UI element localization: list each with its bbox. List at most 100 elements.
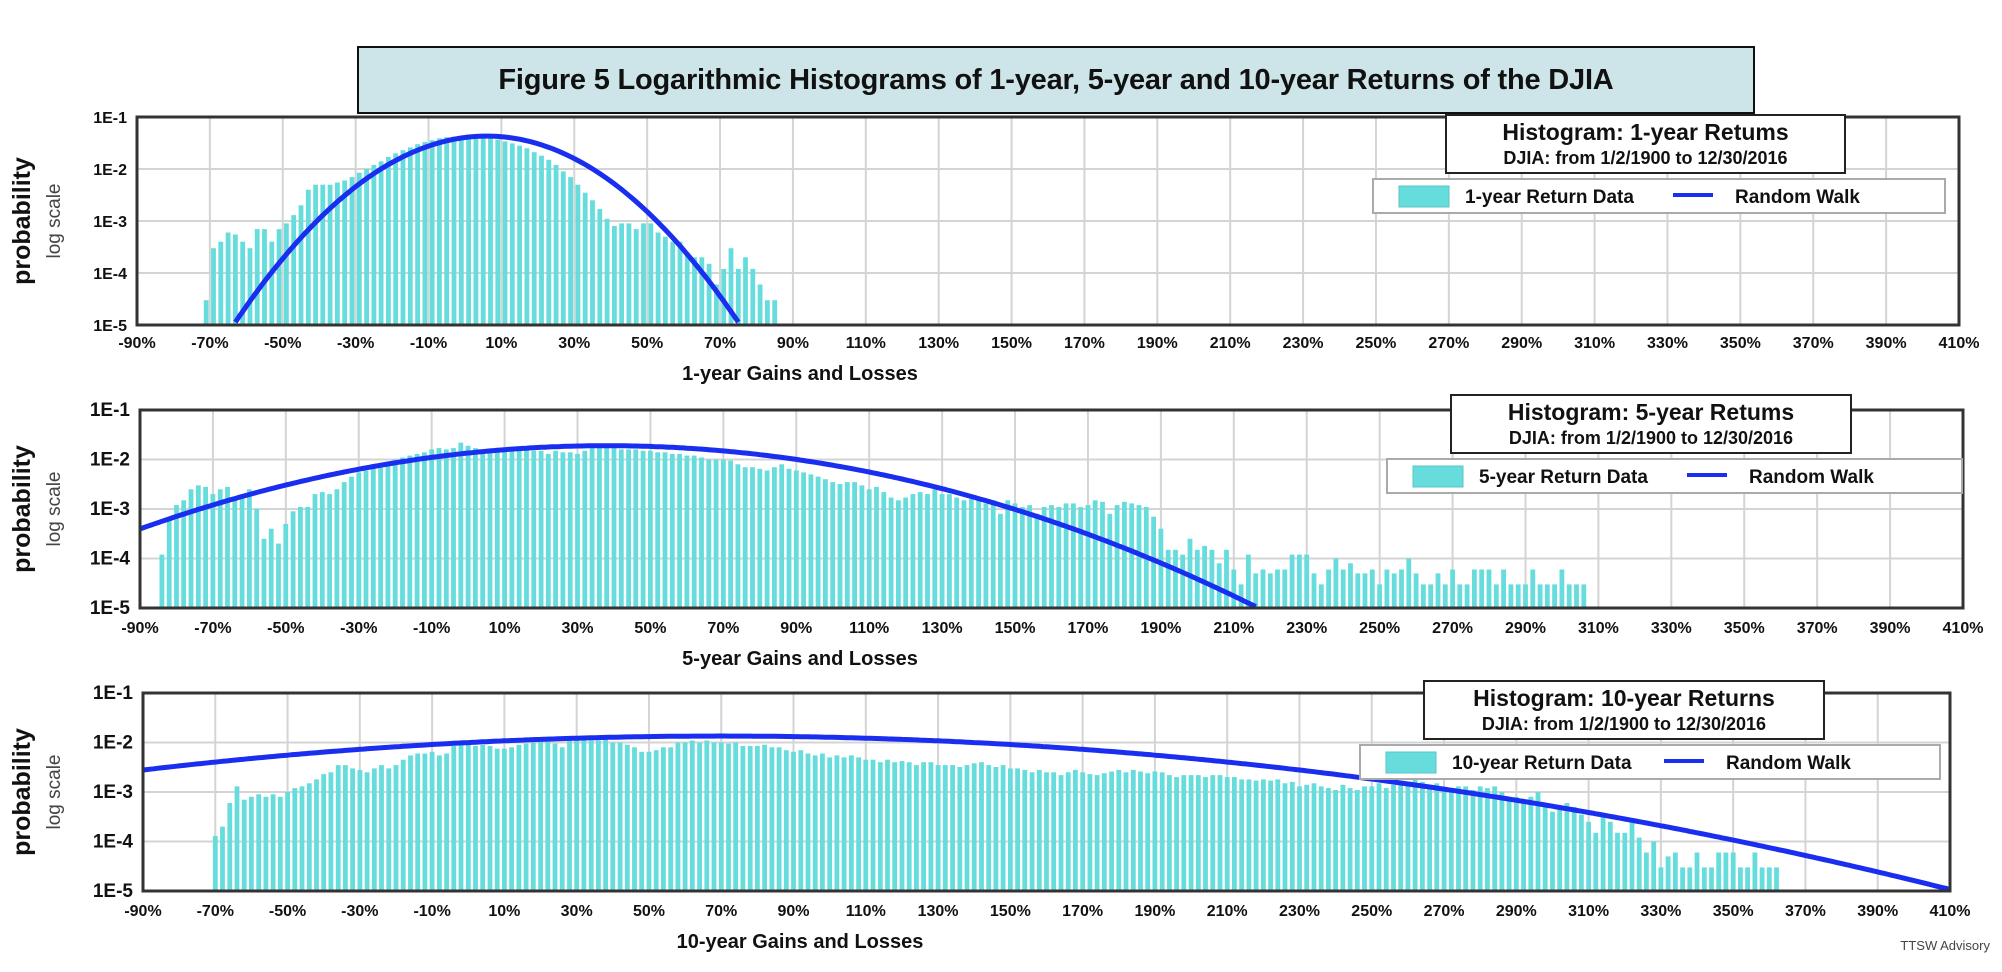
histogram-bar [1078,507,1084,608]
histogram-bar [1774,867,1779,891]
histogram-bar [692,257,697,325]
histogram-bar [473,448,478,608]
histogram-bar [1464,584,1470,608]
histogram-bar [225,232,231,325]
histogram-bar [386,157,391,325]
x-tick-label: 170% [1064,335,1105,352]
histogram-bar [341,482,347,608]
y-tick-label: 1E-4 [93,266,127,283]
chart-title-box [1450,394,1852,454]
histogram-bar [320,184,326,325]
histogram-bar [327,494,332,608]
histogram-bar [1384,569,1390,608]
histogram-bar [1550,811,1555,891]
histogram-bar [596,740,601,891]
histogram-bar [1122,501,1127,608]
x-tick-label: 70% [704,335,736,352]
y-axis-subtitle: log scale [44,755,65,830]
histogram-bar [1232,777,1237,891]
x-tick-label: -30% [337,335,374,352]
histogram-bar [392,459,398,608]
histogram-bar [356,172,362,325]
histogram-bar [335,765,341,891]
histogram-bar [276,229,282,325]
chart-panel-1-year: 1E-1 1E-2 1E-3 1E-4 1E-5-90% -70% -50% -30% -10%… [8,110,1979,385]
histogram-bar [181,500,187,608]
y-axis-subtitle: log scale [44,184,65,259]
histogram-bar [560,171,566,325]
histogram-bar [1544,584,1550,608]
histogram-bar [1405,781,1411,891]
histogram-bar [990,500,996,608]
histogram-bar [641,223,646,325]
histogram-bar [480,137,486,325]
histogram-bar [291,215,297,325]
histogram-bar [1435,573,1441,608]
histogram-bar [524,449,529,608]
histogram-bar [1622,832,1628,891]
x-tick-label: 350% [1724,620,1765,637]
histogram-bar [881,492,887,608]
histogram-bar [195,485,201,608]
histogram-bar [711,742,717,891]
histogram-bar [733,742,739,891]
histogram-bar [726,743,731,891]
histogram-bar [1188,775,1194,891]
histogram-bar [899,761,905,891]
histogram-bar [1730,852,1736,891]
histogram-bar [1413,573,1419,608]
histogram-bar [1181,775,1187,891]
histogram-bar [1463,786,1469,891]
histogram-bar [313,184,318,325]
histogram-bar [1607,821,1613,891]
histogram-bar [1041,507,1047,608]
x-tick-label: 190% [1134,903,1175,920]
histogram-bar [400,759,406,891]
histogram-bar [932,489,938,608]
histogram-bar [451,746,457,891]
x-tick-label: 170% [1067,620,1108,637]
histogram-bar [1282,569,1288,608]
histogram-bar [603,736,608,891]
histogram-bar [1158,528,1164,608]
x-tick-label: -90% [121,620,158,637]
histogram-bar [531,152,537,325]
histogram-bar [699,457,704,608]
histogram-bar [1311,783,1317,891]
histogram-bar [305,507,311,608]
histogram-bar [1376,783,1382,891]
histogram-bar [954,497,960,608]
histogram-bar [234,786,240,891]
histogram-bar [896,500,901,608]
histogram-bar [1005,500,1011,608]
histogram-bar [443,449,449,608]
histogram-bar [256,794,262,891]
x-tick-label: -70% [191,335,228,352]
histogram-bar [632,747,637,891]
histogram-bar [1056,507,1062,608]
histogram-bar [1398,781,1404,891]
histogram-bar [1109,771,1114,891]
x-tick-label: 330% [1640,903,1681,920]
histogram-bar [1515,584,1521,608]
histogram-bar [1651,841,1657,891]
x-tick-label: 130% [918,335,959,352]
histogram-bar [1203,777,1208,891]
x-axis-title: 5-year Gains and Losses [682,648,918,670]
histogram-bar [779,464,785,608]
histogram-bar [378,464,383,608]
x-tick-label: 310% [1578,620,1619,637]
histogram-bar [1138,771,1143,891]
histogram-bar [444,137,450,325]
y-tick-label: 1E-4 [90,549,131,570]
histogram-bar [1552,584,1557,608]
histogram-bar [1297,786,1302,891]
histogram-bar [371,164,377,325]
histogram-bar [1420,781,1425,891]
histogram-bar [1318,584,1324,608]
histogram-bar [968,498,974,608]
chart-panel-10-year: 1E-1 1E-2 1E-3 1E-4 1E-5-90% -70% -50% -30% -10%… [8,680,1970,953]
legend-line-label: Random Walk [1735,187,1860,208]
histogram-bar [617,742,623,891]
histogram-bar [1542,803,1548,891]
